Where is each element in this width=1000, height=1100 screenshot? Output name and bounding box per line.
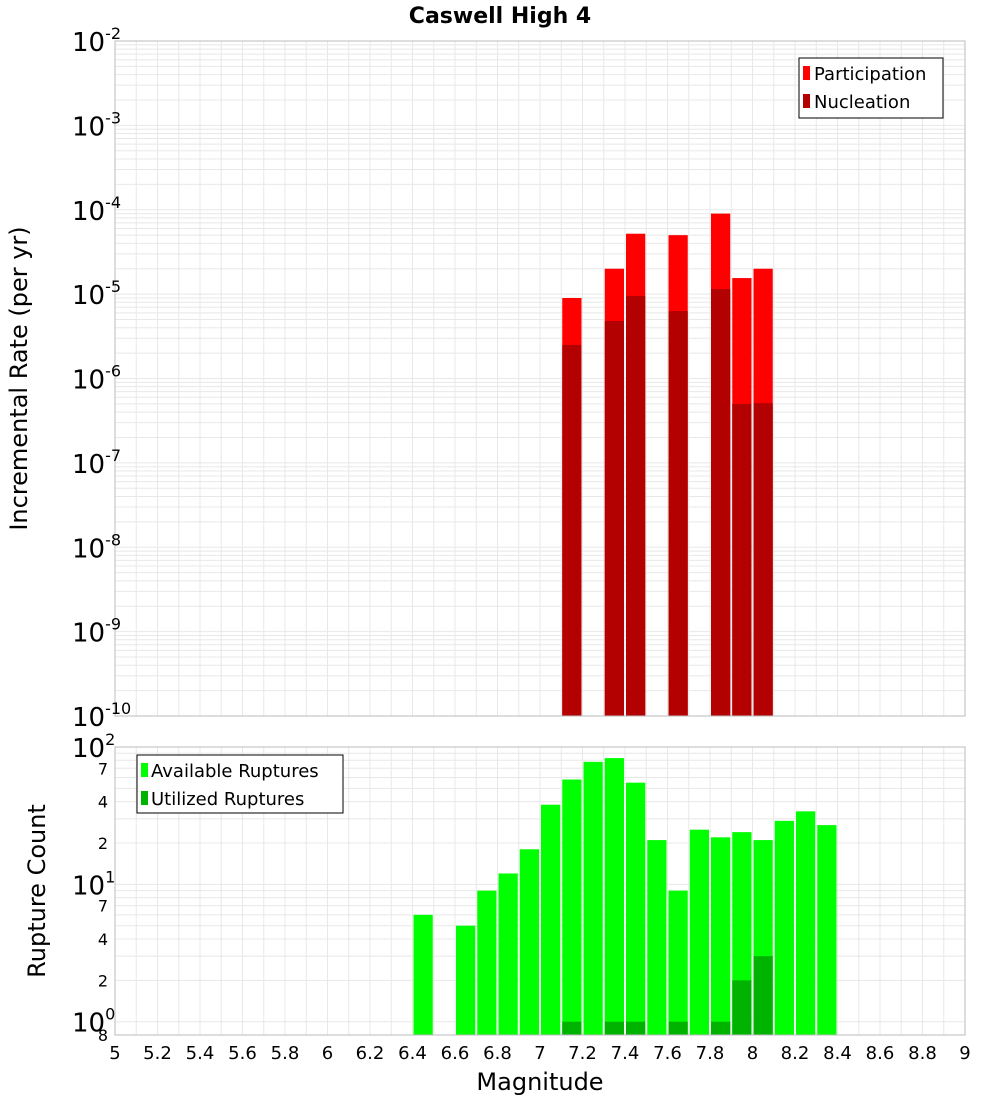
utilized-bar — [732, 980, 752, 1035]
utilized-bar — [711, 1021, 731, 1035]
rate-y-tick-label: 10-6 — [72, 362, 121, 396]
x-tick-label: 8.8 — [908, 1043, 937, 1064]
x-tick-label: 8 — [747, 1043, 758, 1064]
utilized-bar — [753, 956, 773, 1035]
nucleation-bar — [711, 289, 731, 716]
utilized-bar — [668, 1021, 688, 1035]
nucleation-bar — [753, 403, 773, 716]
x-tick-label: 5.6 — [228, 1043, 257, 1064]
count-plot-frame — [114, 746, 966, 1036]
available-bar — [604, 758, 624, 1035]
rate-y-tick-label: 10-9 — [72, 615, 121, 649]
nucleation-bar — [626, 296, 646, 716]
x-tick-label: 6.8 — [483, 1043, 512, 1064]
available-bar — [562, 779, 582, 1035]
x-tick-label: 5 — [109, 1043, 120, 1064]
nucleation-bar — [604, 321, 624, 716]
utilized-bars — [562, 956, 773, 1035]
x-tick-label: 7.4 — [611, 1043, 640, 1064]
count-y-tick-label: 7 — [98, 759, 108, 778]
count-y-tick-label: 8 — [98, 1026, 108, 1045]
x-axis-label: Magnitude — [476, 1068, 603, 1096]
count-y-tick-label: 102 — [72, 730, 115, 764]
x-tick-label: 5.4 — [186, 1043, 215, 1064]
rate-legend[interactable]: Participation Nucleation — [798, 57, 944, 119]
utilized-bar — [626, 1021, 646, 1035]
x-tick-labels: 5 5.2 5.4 5.6 5.8 6 6.2 6.4 6.6 6.8 7 7.2 7.4 7.6 7.8 8… — [109, 1043, 970, 1064]
available-legend-label: Available Ruptures — [151, 761, 319, 782]
rate-y-tick-label: 10-5 — [72, 277, 121, 311]
utilized-bar — [562, 1021, 582, 1035]
x-tick-label: 8.4 — [823, 1043, 852, 1064]
rate-y-tick-label: 10-3 — [72, 108, 121, 142]
utilized-legend-swatch — [141, 791, 148, 805]
nucleation-bar — [732, 403, 752, 716]
rate-y-tick-label: 10-4 — [72, 193, 121, 227]
x-tick-label: 8.2 — [781, 1043, 810, 1064]
rate-y-tick-label: 10-7 — [72, 446, 121, 480]
available-legend-swatch — [141, 763, 148, 777]
x-tick-label: 6 — [322, 1043, 333, 1064]
available-bar — [413, 914, 433, 1035]
count-y-tick-label: 4 — [98, 930, 108, 949]
x-tick-label: 6.2 — [356, 1043, 385, 1064]
available-bar — [456, 925, 476, 1035]
available-bar — [541, 804, 561, 1035]
rate-y-axis-label: Incremental Rate (per yr) — [5, 226, 33, 530]
rate-y-tick-label: 10-8 — [72, 530, 121, 564]
count-y-tick-label: 2 — [98, 971, 108, 990]
available-bar — [583, 761, 603, 1035]
available-bar — [477, 890, 497, 1035]
count-legend-box — [136, 754, 344, 814]
x-tick-label: 9 — [959, 1043, 970, 1064]
utilized-legend-label: Utilized Ruptures — [151, 789, 304, 810]
nucleation-legend-label: Nucleation — [814, 92, 910, 113]
x-tick-label: 6.4 — [398, 1043, 427, 1064]
available-bars — [413, 758, 837, 1035]
x-tick-label: 7.8 — [696, 1043, 725, 1064]
chart-title: Caswell High 4 — [409, 4, 591, 29]
participation-legend-swatch — [803, 66, 810, 80]
nucleation-bar — [668, 311, 688, 716]
available-bar — [796, 811, 816, 1035]
available-bar — [668, 890, 688, 1035]
count-y-tick-label: 4 — [98, 793, 108, 812]
nucleation-bar — [562, 344, 582, 716]
x-tick-label: 6.6 — [441, 1043, 470, 1064]
rate-legend-box — [798, 57, 944, 119]
available-bar — [498, 873, 518, 1035]
available-bar — [689, 829, 709, 1035]
available-bar — [647, 840, 667, 1035]
nucleation-legend-swatch — [803, 94, 810, 108]
x-tick-label: 5.8 — [271, 1043, 300, 1064]
nucleation-bars — [562, 289, 773, 716]
rate-y-tick-label: 10-2 — [72, 24, 121, 58]
participation-legend-label: Participation — [814, 64, 926, 85]
rate-grid — [114, 41, 966, 717]
available-bar — [774, 820, 794, 1035]
x-tick-label: 7 — [534, 1043, 545, 1064]
count-legend[interactable]: Available Ruptures Utilized Ruptures — [136, 754, 344, 814]
count-y-tick-label: 100 — [72, 1005, 115, 1039]
available-bar — [626, 782, 646, 1035]
x-tick-label: 8.6 — [866, 1043, 895, 1064]
available-bar — [711, 837, 731, 1035]
x-tick-label: 7.2 — [568, 1043, 597, 1064]
count-y-tick-label: 2 — [98, 834, 108, 853]
x-tick-label: 5.2 — [143, 1043, 172, 1064]
rate-y-tick-labels: 10-2 10-3 10-4 10-5 10-6 10-7 10-8 10-9 10-10 — [72, 24, 131, 733]
rate-y-tick-label: 10-10 — [72, 699, 131, 733]
rate-plot-frame — [114, 40, 966, 717]
count-y-tick-label: 101 — [72, 867, 115, 901]
available-bar — [519, 849, 539, 1035]
count-y-tick-label: 7 — [98, 897, 108, 916]
available-bar — [817, 825, 837, 1035]
x-tick-label: 7.6 — [653, 1043, 682, 1064]
count-y-axis-label: Rupture Count — [23, 804, 51, 978]
rate-panel: 10-2 10-3 10-4 10-5 10-6 10-7 10-8 10-9 10-10 In… — [5, 24, 966, 733]
utilized-bar — [604, 1021, 624, 1035]
